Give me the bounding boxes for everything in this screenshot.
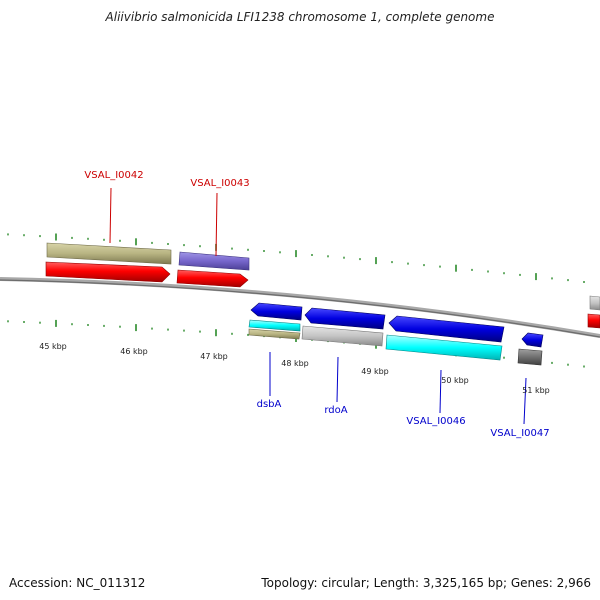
gene-label-VSAL_I0043[interactable]: VSAL_I0043 (190, 178, 249, 189)
gene-block-olive-small[interactable] (248, 328, 301, 340)
gene-arrow-red[interactable] (45, 261, 171, 283)
kbp-label-46: 46 kbp (120, 347, 148, 356)
accession-text: Accession: NC_011312 (9, 576, 146, 590)
kbp-scale-labels: 45 kbp 46 kbp 47 kbp 48 kbp 49 kbp 50 kb… (39, 342, 550, 395)
gene-arrow-blue-dsbA[interactable] (250, 302, 303, 321)
callout-line-VSAL_I0042 (109, 187, 112, 244)
gene-arrow-blue-rdoA[interactable] (304, 307, 386, 330)
gene-block-olive[interactable] (46, 242, 172, 265)
gene-label-dsbA[interactable]: dsbA (257, 399, 282, 410)
kbp-label-48: 48 kbp (281, 359, 309, 368)
gene-block-purple[interactable] (178, 251, 250, 271)
topology-text: Topology: circular; Length: 3,325,165 bp… (261, 576, 591, 590)
gene-label-rdoA[interactable]: rdoA (324, 405, 347, 416)
gene-label-VSAL_I0047[interactable]: VSAL_I0047 (490, 428, 549, 439)
gene-label-VSAL_I0046[interactable]: VSAL_I0046 (406, 416, 465, 427)
callout-line-rdoA (336, 356, 339, 403)
gene-label-VSAL_I0042[interactable]: VSAL_I0042 (84, 170, 143, 181)
callout-lines (109, 187, 527, 425)
gene-block-dark-gray[interactable] (517, 348, 543, 366)
gene-block-cyan-large[interactable] (385, 334, 503, 361)
gene-block-light-gray-edge[interactable] (589, 295, 600, 311)
gene-arrow-red-edge[interactable] (587, 313, 600, 329)
callout-line-VSAL_I0046 (439, 369, 442, 414)
gene-track-upper (45, 242, 600, 329)
kbp-label-51: 51 kbp (522, 386, 550, 395)
gene-track-lower (248, 302, 544, 366)
kbp-label-47: 47 kbp (200, 352, 228, 361)
kbp-label-50: 50 kbp (441, 376, 469, 385)
gene-arrow-blue-VSAL_I0047[interactable] (521, 332, 544, 348)
kbp-label-49: 49 kbp (361, 367, 389, 376)
chromosome-backbone (0, 277, 600, 338)
gene-arrow-red[interactable] (176, 269, 249, 288)
map-title: Aliivibrio salmonicida LFI1238 chromosom… (105, 10, 495, 24)
chromosome-backbone-shadow (0, 279, 600, 338)
gene-arrow-blue-VSAL_I0046[interactable] (388, 315, 505, 343)
gene-block-light-gray[interactable] (301, 325, 384, 347)
callout-line-VSAL_I0043 (215, 192, 218, 257)
callout-line-VSAL_I0047 (523, 377, 527, 425)
gene-block-cyan[interactable] (248, 319, 301, 332)
gene-labels: VSAL_I0042 VSAL_I0043 dsbA rdoA VSAL_I00… (84, 170, 549, 439)
kbp-label-45: 45 kbp (39, 342, 67, 351)
